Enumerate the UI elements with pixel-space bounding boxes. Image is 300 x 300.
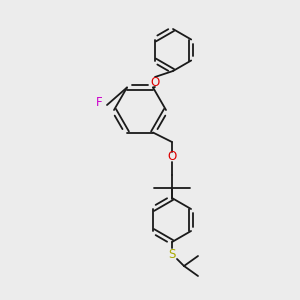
Text: O: O bbox=[150, 76, 160, 88]
Text: F: F bbox=[96, 95, 102, 109]
Text: O: O bbox=[167, 151, 177, 164]
Text: S: S bbox=[168, 248, 176, 260]
